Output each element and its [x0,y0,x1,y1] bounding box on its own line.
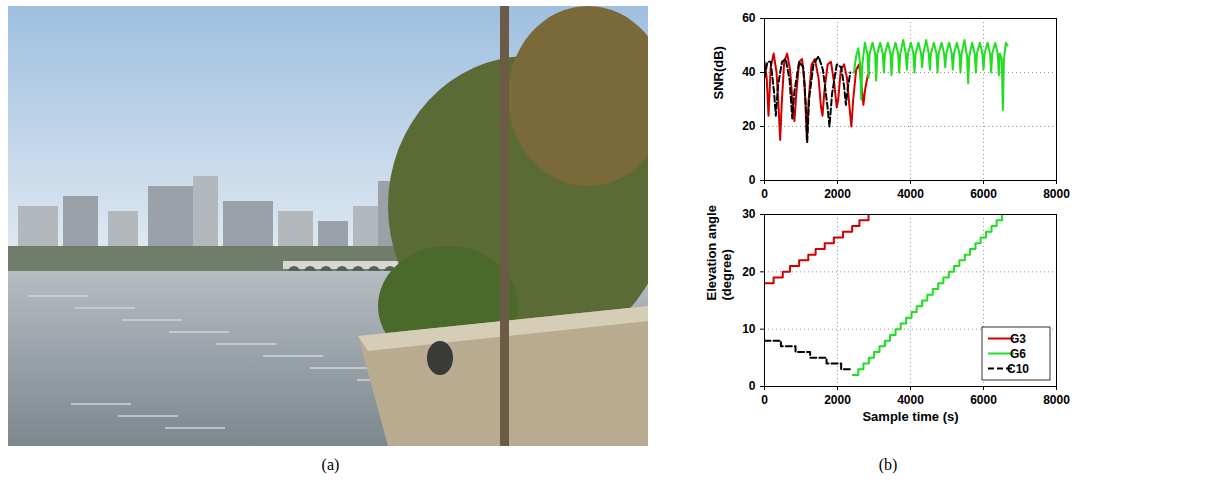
svg-text:4000: 4000 [897,187,924,201]
svg-text:4000: 4000 [897,393,924,407]
svg-text:30: 30 [742,207,756,221]
svg-text:6000: 6000 [970,393,997,407]
svg-text:8000: 8000 [1043,187,1070,201]
svg-text:20: 20 [742,119,756,133]
html-text:(a): (a) [321,456,340,473]
svg-text:10: 10 [742,322,756,336]
svg-text:Sample time (s): Sample time (s) [862,409,958,424]
svg-text:0: 0 [761,393,768,407]
svg-text:40: 40 [742,65,756,79]
svg-text:20: 20 [742,265,756,279]
svg-text:G3: G3 [1010,332,1026,346]
svg-text:C10: C10 [1007,362,1029,376]
svg-text:0: 0 [749,173,756,187]
svg-text:G6: G6 [1010,347,1026,361]
svg-text:0: 0 [761,187,768,201]
svg-text:2000: 2000 [824,393,851,407]
svg-text:SNR(dB): SNR(dB) [711,46,726,99]
html-text:(b): (b) [878,456,898,473]
svg-text:60: 60 [742,11,756,25]
svg-text:6000: 6000 [970,187,997,201]
svg-text:8000: 8000 [1043,393,1070,407]
svg-text:Elevation angle(degree): Elevation angle(degree) [704,205,734,300]
svg-text:2000: 2000 [824,187,851,201]
svg-text:0: 0 [749,379,756,393]
